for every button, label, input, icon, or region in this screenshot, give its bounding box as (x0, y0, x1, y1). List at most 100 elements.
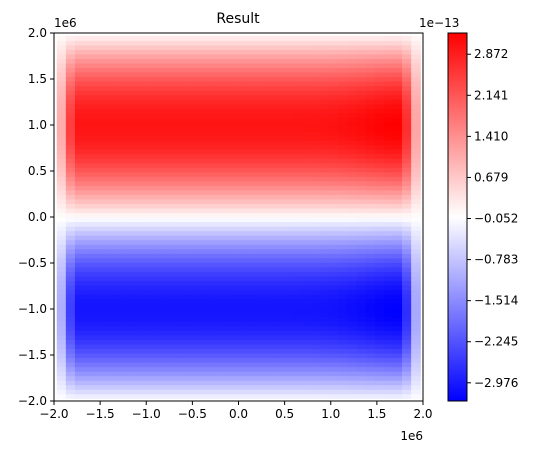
heatmap-cell (175, 194, 185, 199)
heatmap-cell (257, 294, 267, 299)
heatmap-cell (329, 217, 339, 222)
colorbar-ticks: 2.8722.1411.4100.679−0.052−0.783−1.514−2… (467, 47, 518, 390)
heatmap-cell (393, 222, 403, 227)
heatmap-cell (84, 222, 94, 227)
heatmap-cell (93, 199, 103, 204)
heatmap-cell (57, 77, 67, 82)
heatmap-cell (275, 217, 285, 222)
heatmap-cell (75, 317, 85, 322)
heatmap-cell (266, 113, 276, 118)
heatmap-cell (120, 90, 130, 95)
heatmap-cell (184, 135, 194, 140)
heatmap-cell (229, 203, 239, 208)
heatmap-cell (320, 86, 330, 91)
heatmap-cell (220, 158, 230, 163)
heatmap-cell (266, 208, 276, 213)
heatmap-cell (184, 172, 194, 177)
heatmap-cell (257, 126, 267, 131)
heatmap-cell (257, 172, 267, 177)
heatmap-cell (248, 362, 258, 367)
heatmap-cell (375, 339, 385, 344)
heatmap-cell (239, 380, 249, 385)
heatmap-cell (148, 77, 158, 82)
heatmap-cell (229, 371, 239, 376)
heatmap-cell (311, 58, 321, 63)
heatmap-cell (66, 145, 76, 150)
heatmap-cell (148, 226, 158, 231)
heatmap-cell (75, 181, 85, 186)
heatmap-cell (411, 348, 421, 353)
heatmap-cell (293, 190, 303, 195)
heatmap-cell (57, 95, 67, 100)
heatmap-cell (184, 67, 194, 72)
heatmap-cell (293, 149, 303, 154)
heatmap-cell (248, 172, 258, 177)
heatmap-cell (75, 335, 85, 340)
heatmap-cell (411, 49, 421, 54)
heatmap-cell (239, 335, 249, 340)
heatmap-cell (139, 290, 149, 295)
heatmap-cell (275, 90, 285, 95)
heatmap-cell (248, 335, 258, 340)
heatmap-cell (384, 194, 394, 199)
heatmap-cell (366, 394, 376, 399)
heatmap-cell (120, 285, 130, 290)
heatmap-cell (211, 135, 221, 140)
heatmap-cell (111, 394, 121, 399)
heatmap-cell (57, 344, 67, 349)
heatmap-cell (193, 58, 203, 63)
heatmap-cell (411, 235, 421, 240)
heatmap-cell (93, 72, 103, 77)
heatmap-cell (311, 72, 321, 77)
heatmap-cell (75, 217, 85, 222)
heatmap-cell (311, 212, 321, 217)
heatmap-cell (93, 262, 103, 267)
heatmap-cell (329, 226, 339, 231)
heatmap-cell (302, 303, 312, 308)
heatmap-cell (84, 235, 94, 240)
heatmap-cell (266, 199, 276, 204)
heatmap-cell (220, 194, 230, 199)
heatmap-cell (102, 131, 112, 136)
heatmap-cell (175, 367, 185, 372)
heatmap-cell (239, 54, 249, 59)
heatmap-cell (57, 36, 67, 41)
heatmap-cell (166, 294, 176, 299)
heatmap-cell (348, 58, 358, 63)
heatmap-cell (411, 294, 421, 299)
heatmap-cell (75, 212, 85, 217)
heatmap-cell (284, 108, 294, 113)
heatmap-cell (248, 167, 258, 172)
heatmap-cell (111, 357, 121, 362)
heatmap-cell (93, 380, 103, 385)
heatmap-cell (102, 158, 112, 163)
heatmap-cell (375, 344, 385, 349)
heatmap-cell (120, 117, 130, 122)
heatmap-cell (193, 108, 203, 113)
heatmap-cell (357, 104, 367, 109)
heatmap-cell (66, 45, 76, 50)
heatmap-cell (338, 172, 348, 177)
heatmap-cell (139, 244, 149, 249)
heatmap-cell (102, 362, 112, 367)
heatmap-cell (357, 326, 367, 331)
heatmap-cell (257, 194, 267, 199)
heatmap-cell (129, 190, 139, 195)
heatmap-cell (148, 240, 158, 245)
heatmap-cell (320, 172, 330, 177)
heatmap-cell (148, 335, 158, 340)
heatmap-cell (175, 353, 185, 358)
heatmap-cell (66, 185, 76, 190)
heatmap-cell (184, 113, 194, 118)
heatmap-cell (129, 294, 139, 299)
heatmap-cell (202, 389, 212, 394)
heatmap-cell (411, 140, 421, 145)
heatmap-cell (375, 240, 385, 245)
heatmap-cell (348, 181, 358, 186)
heatmap-cell (157, 339, 167, 344)
heatmap-cell (57, 40, 67, 45)
heatmap-cell (293, 203, 303, 208)
heatmap-cell (184, 49, 194, 54)
heatmap-cell (357, 357, 367, 362)
heatmap-cell (84, 394, 94, 399)
